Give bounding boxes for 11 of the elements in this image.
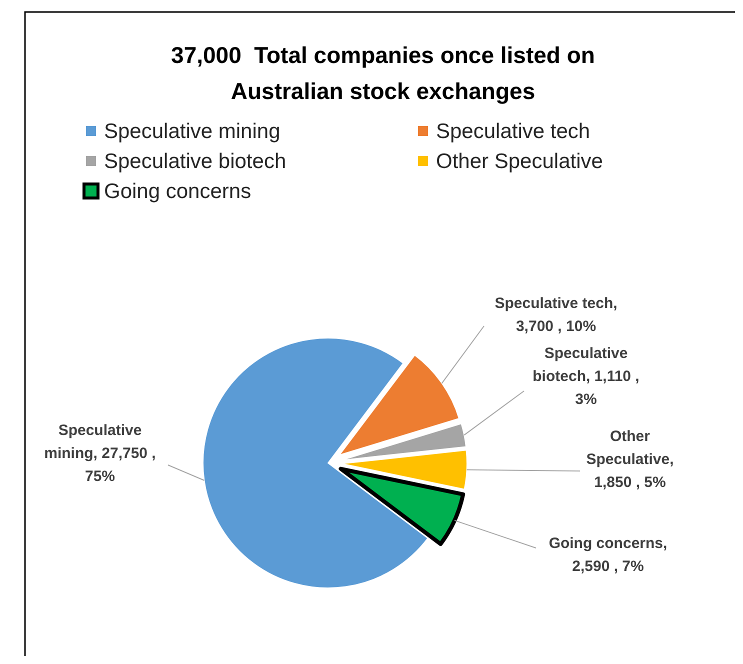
data-label: Speculative mining, 27,750 , 75% (44, 422, 156, 485)
legend-label: Other Speculative (436, 150, 603, 173)
legend-label: Speculative mining (104, 120, 280, 143)
chart-title: 37,000 Total companies once listed on Australian stock exchanges (171, 42, 595, 104)
data-label: Speculative tech, 3,700 , 10% (494, 295, 618, 335)
data-label: Other Speculative, 1,850 , 5% (586, 428, 674, 491)
legend-label: Speculative biotech (104, 150, 286, 173)
data-label: Going concerns, 2,590 , 7% (548, 535, 668, 575)
data-label: Speculative biotech, 1,110 , 3% (532, 345, 640, 408)
legend-label: Speculative tech (436, 120, 590, 143)
legend-label: Going concerns (104, 180, 252, 203)
